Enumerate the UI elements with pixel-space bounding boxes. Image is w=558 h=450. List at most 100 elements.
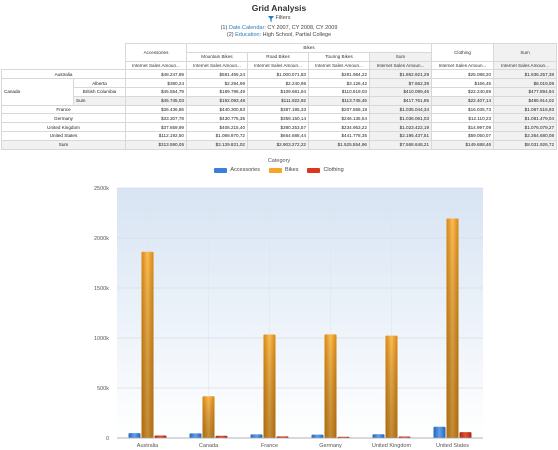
table-row: Sum $313.590,05 $3.139.821,02 $2.903.272…	[1, 139, 558, 150]
col-header-mountain-bikes[interactable]: Mountain Bikes	[186, 51, 248, 62]
table-cell: $22.240,69	[431, 86, 495, 97]
table-cell: $14.997,09	[431, 122, 495, 132]
col-header-road-bikes[interactable]: Road Bikes	[247, 51, 309, 62]
col-header-sum: Sum	[493, 43, 558, 62]
row-header-alberta[interactable]: Alberta	[73, 78, 126, 88]
table-cell: $48.247,89	[125, 69, 187, 80]
table-cell: $2.195.437,51	[368, 130, 433, 141]
table-cell: $380.253,57	[247, 122, 309, 132]
table-cell: $581.465,24	[186, 69, 248, 80]
table-cell: $664.688,44	[247, 130, 309, 141]
measure-header: Internet Sales Amoun...	[368, 60, 433, 71]
bar-clothing-australia	[154, 435, 167, 438]
table-cell: $112.192,50	[125, 130, 187, 141]
table-cell: $477.894,94	[493, 86, 558, 97]
col-header-touring-bikes[interactable]: Touring Bikes	[308, 51, 370, 62]
y-tick-label: 2000k	[94, 236, 109, 242]
filter-date-index: (1)	[220, 24, 228, 31]
y-tick-label: 1000k	[94, 336, 109, 342]
legend-swatch	[269, 167, 282, 173]
bar-bikes-germany	[324, 334, 337, 438]
table-cell: $25.088,20	[431, 69, 495, 80]
filters-toggle[interactable]: Filters	[267, 15, 290, 22]
table-cell: $417.761,85	[368, 95, 433, 106]
table-cell: $234.953,22	[308, 122, 370, 132]
plot-area	[117, 188, 483, 438]
grid-corner	[1, 43, 126, 71]
bar-bikes-united-states	[446, 218, 459, 438]
table-cell: $192.093,48	[186, 95, 248, 106]
bar-bikes-united-kingdom	[385, 335, 398, 438]
table-row: Sum $45.745,03 $192.093,48 $111.922,92 $…	[2, 95, 558, 106]
table-cell: $7.662,39	[368, 78, 433, 88]
table-cell: $1.023.422,19	[368, 122, 433, 132]
x-tick-label: France	[261, 443, 278, 449]
table-cell: $3.126,42	[308, 78, 370, 88]
col-header-clothing[interactable]: Clothing	[431, 43, 495, 62]
pivot-grid: Accessories Bikes Clothing Sum Mountain …	[1, 43, 558, 150]
table-cell: $1.036.061,03	[368, 113, 433, 124]
bar-shade	[324, 334, 337, 438]
filter-education: (2) Education: High School, Partial Coll…	[0, 32, 558, 39]
table-row: Australia $48.247,89 $581.465,24 $1.000.…	[1, 69, 558, 80]
filter-date-value: : CY 2007, CY 2008, CY 2009	[264, 24, 338, 31]
bar-clothing-united-states	[459, 432, 472, 438]
table-cell: $313.590,05	[125, 139, 187, 150]
x-tick-label: United Kingdom	[372, 443, 412, 449]
bar-bikes-france	[263, 334, 276, 438]
bar-bikes-australia	[141, 251, 154, 438]
table-cell: $207.558,18	[308, 104, 370, 115]
table-cell: $430.775,35	[186, 113, 248, 124]
bar-clothing-united-kingdom	[398, 436, 411, 438]
table-row: Germany $33.307,78 $430.775,35 $359.150,…	[1, 113, 558, 124]
col-header-bikes[interactable]: Bikes	[185, 43, 433, 53]
legend-swatch	[307, 167, 321, 173]
filter-education-value: : High School, Partial College	[259, 31, 332, 38]
table-cell: $166,45	[431, 78, 495, 88]
table-cell: $36.436,86	[125, 104, 187, 115]
row-header-germany[interactable]: Germany	[1, 113, 126, 124]
bar-shade	[385, 335, 398, 438]
table-cell: $1.076.079,27	[493, 122, 558, 132]
legend-item-accessories[interactable]: Accessories	[214, 167, 260, 173]
bar-accessories-france	[250, 434, 263, 438]
bar-shade	[446, 218, 459, 438]
table-cell: $2.294,99	[186, 78, 248, 88]
table-cell: $485.914,02	[493, 95, 558, 106]
table-cell: $359.150,14	[247, 113, 309, 124]
row-header-british-columbia[interactable]: British Columbia	[73, 86, 126, 97]
legend-title: Category	[267, 158, 291, 164]
table-cell: $8.031.926,72	[493, 139, 558, 150]
x-tick-label: Germany	[319, 443, 342, 449]
table-cell: $410.099,46	[368, 86, 433, 97]
bar-clothing-france	[276, 436, 289, 438]
filter-date-link[interactable]: Date.Calendar	[228, 24, 265, 31]
table-cell: $1.525.554,96	[308, 139, 370, 150]
table-cell: $1.862.921,29	[368, 69, 433, 80]
bar-accessories-germany	[311, 434, 324, 438]
table-cell: $45.745,03	[125, 95, 187, 106]
legend-item-clothing[interactable]: Clothing	[307, 167, 344, 173]
x-tick-label: Australia	[137, 443, 159, 449]
table-cell: $37.659,99	[125, 122, 187, 132]
filters-panel: Filters (1) Date.Calendar: CY 2007, CY 2…	[0, 15, 558, 39]
row-header-france[interactable]: France	[1, 104, 126, 115]
row-header-canada[interactable]: Canada	[1, 78, 74, 106]
table-cell: $1.088.970,72	[186, 130, 248, 141]
row-header-united-kingdom[interactable]: United Kingdom	[1, 122, 126, 132]
table-cell: $440.300,83	[186, 104, 248, 115]
legend-swatch	[214, 167, 228, 173]
table-cell: $45.554,79	[125, 86, 187, 97]
filter-education-link[interactable]: Education	[235, 31, 260, 38]
bar-shade	[202, 396, 215, 438]
table-row: United States $112.192,50 $1.088.970,72 …	[1, 130, 558, 141]
row-header-australia[interactable]: Australia	[1, 69, 126, 80]
bar-clothing-germany	[337, 436, 350, 438]
table-row: British Columbia $45.554,79 $189.798,49 …	[2, 86, 558, 97]
table-cell: $22.407,14	[431, 95, 495, 106]
legend-item-bikes[interactable]: Bikes	[269, 167, 298, 173]
col-header-accessories[interactable]: Accessories	[125, 43, 187, 62]
bar-shade	[263, 334, 276, 438]
table-cell: $149.688,46	[431, 139, 495, 150]
row-header-united-states[interactable]: United States	[1, 130, 126, 141]
